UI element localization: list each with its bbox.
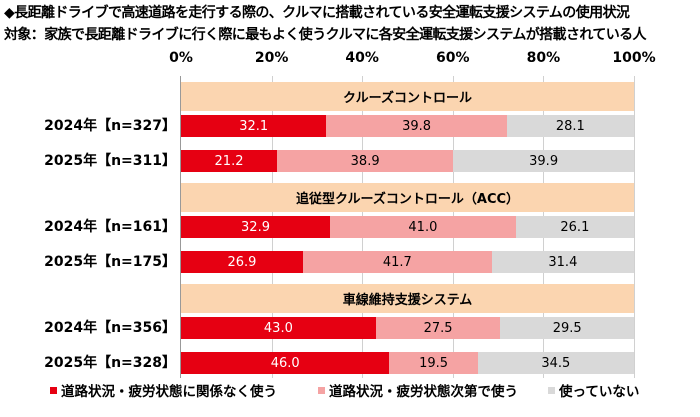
bar-segment: 27.5 [375, 317, 501, 339]
bar-segment: 31.4 [491, 251, 634, 273]
chart-subtitle: 対象：家族で長距離ドライブに行く際に最もよく使うクルマに各安全運転支援システムが… [4, 27, 647, 43]
bar-segment: 21.2 [181, 150, 278, 172]
row-label: 2025年【n=175】 [44, 254, 176, 270]
legend-label: 使っていない [559, 384, 640, 400]
group-header: 車線維持支援システム [181, 284, 634, 313]
bar-segment: 39.8 [326, 115, 507, 137]
row-label: 2025年【n=311】 [44, 153, 176, 169]
legend-swatch [50, 386, 57, 394]
bar-segment: 38.9 [277, 150, 454, 172]
gridline [634, 76, 635, 378]
legend-label: 道路状況・疲労状態に関係なく使う [61, 384, 277, 400]
bar-segment: 32.9 [181, 216, 331, 238]
bar-segment: 46.0 [181, 352, 390, 374]
legend-swatch [548, 386, 555, 394]
group-header: クルーズコントロール [181, 82, 634, 111]
bar-segment: 29.5 [500, 317, 634, 339]
legend-label: 道路状況・疲労状態次第で使う [329, 384, 518, 400]
bar-segment: 41.0 [330, 216, 516, 238]
legend-item: 使っていない [548, 380, 639, 400]
legend-item: 道路状況・疲労状態に関係なく使う [50, 380, 277, 400]
bar-segment: 34.5 [477, 352, 634, 374]
bar-segment: 39.9 [453, 150, 634, 172]
row-label: 2025年【n=328】 [44, 355, 176, 371]
bar-segment: 26.9 [181, 251, 303, 273]
legend-swatch [318, 386, 325, 394]
axis-line [180, 76, 181, 378]
tick-label: 40% [345, 50, 379, 66]
bar-segment: 43.0 [181, 317, 376, 339]
tick-label: 20% [254, 50, 289, 66]
tick-label: 0% [169, 50, 193, 66]
tick-label: 80% [526, 50, 561, 66]
bar-segment: 28.1 [506, 115, 634, 137]
bar-segment: 32.1 [181, 115, 327, 137]
chart-title: ◆長距離ドライブで高速道路を走行する際の、クルマに搭載されている安全運転支援シス… [4, 5, 630, 21]
bar-segment: 26.1 [515, 216, 634, 238]
legend-item: 道路状況・疲労状態次第で使う [318, 380, 518, 400]
bar-segment: 41.7 [302, 251, 492, 273]
row-label: 2024年【n=161】 [44, 219, 176, 235]
row-label: 2024年【n=356】 [44, 320, 176, 336]
tick-label: 100% [612, 50, 656, 66]
group-header: 追従型クルーズコントロール（ACC） [181, 183, 634, 212]
tick-label: 60% [436, 50, 470, 66]
row-label: 2024年【n=327】 [44, 118, 176, 134]
bar-segment: 19.5 [389, 352, 478, 374]
